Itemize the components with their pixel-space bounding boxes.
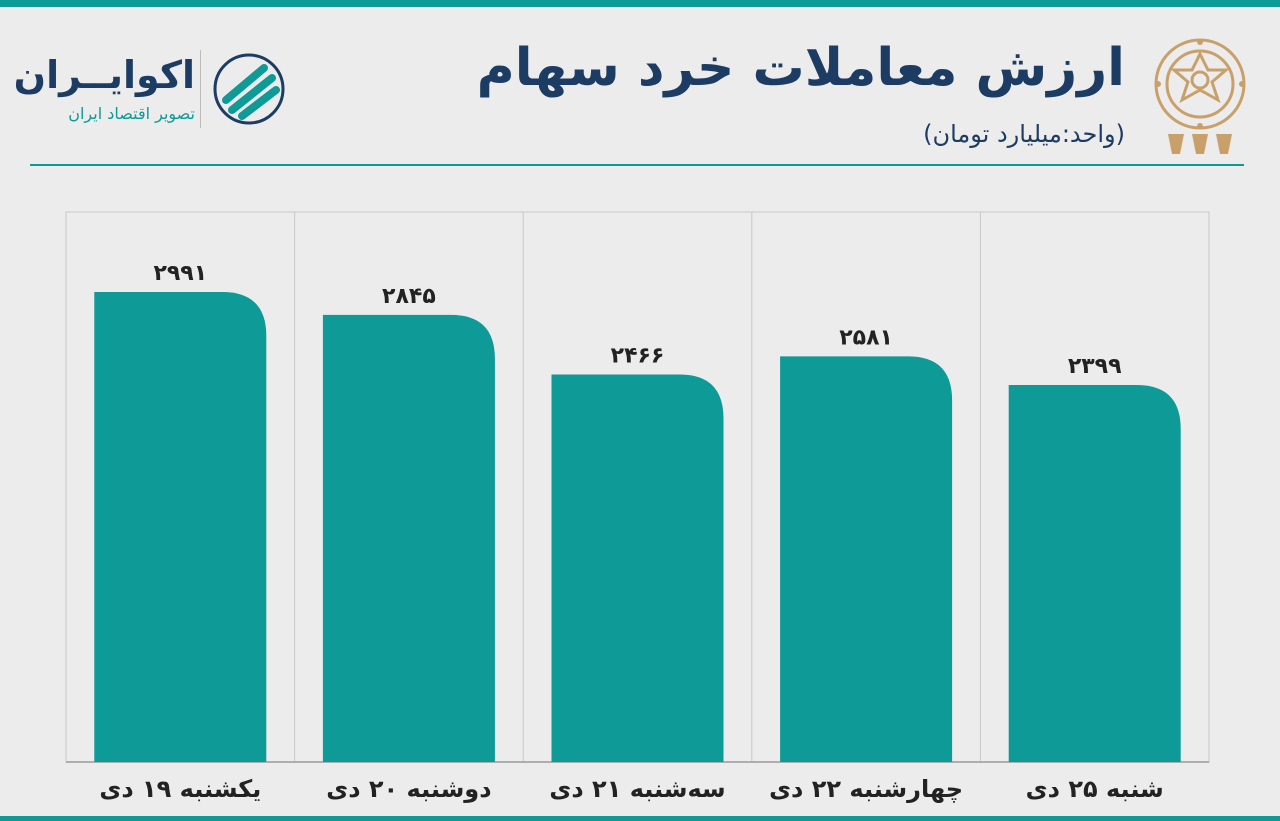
category-label: شنبه ۲۵ دی [1026,775,1164,803]
ecoiran-logo-icon [213,53,285,125]
bar-value-label: ۲۳۹۹ [1068,354,1122,379]
bar [94,291,267,762]
bar [1008,385,1181,762]
bar-value-label: ۲۵۸۱ [839,325,893,350]
bottom-accent-stripe [0,816,1280,821]
category-label: دوشنبه ۲۰ دی [326,775,491,803]
bar [780,356,953,762]
bar-value-label: ۲۸۴۵ [382,284,436,309]
stock-exchange-emblem-icon [1154,38,1246,154]
bar-value-label: ۲۴۶۶ [611,343,665,368]
bar [551,374,724,762]
category-label: یکشنبه ۱۹ دی [99,775,261,803]
unit-subtitle: (واحد:میلیارد تومان) [923,120,1125,148]
brand-name: اکوایــران [13,53,195,97]
bar [322,314,495,762]
page-title: ارزش معاملات خرد سهام [476,38,1125,98]
category-label: چهارشنبه ۲۲ دی [769,775,963,803]
bar-value-label: ۲۹۹۱ [153,261,207,286]
top-accent-stripe [0,0,1280,7]
brand-divider [200,50,201,128]
category-label: سه‌شنبه ۲۱ دی [549,775,725,803]
brand-tagline: تصویر اقتصاد ایران [68,104,195,123]
header-divider [30,164,1244,166]
